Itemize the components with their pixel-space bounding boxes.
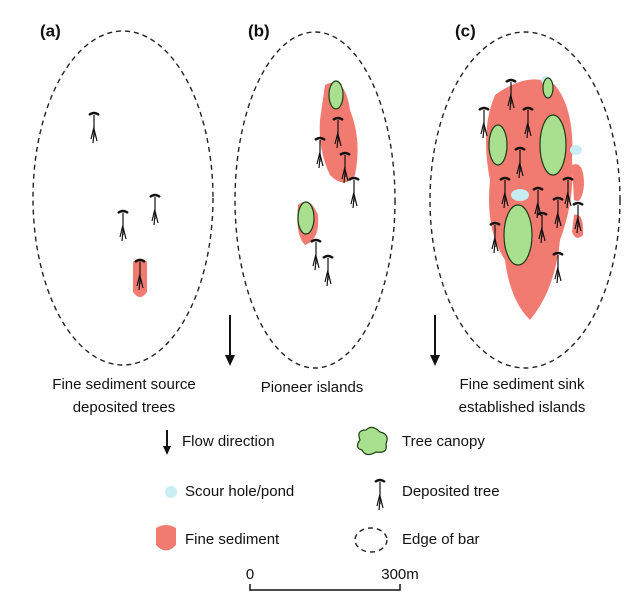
scale-label: 0	[246, 566, 254, 583]
legend-tree	[373, 478, 387, 512]
legend-label: Edge of bar	[402, 531, 480, 548]
deposited-tree	[116, 209, 130, 243]
deposited-tree	[87, 111, 101, 145]
legend-canopy	[356, 426, 388, 456]
scour-hole	[511, 189, 529, 201]
legend-label: Flow direction	[182, 433, 275, 450]
scale-bar	[249, 584, 401, 591]
deposited-tree	[347, 176, 361, 210]
legend-scour	[165, 486, 177, 498]
legend-label: Fine sediment	[185, 531, 280, 548]
bar-edge	[234, 31, 396, 369]
scale-label: 300m	[381, 566, 419, 583]
caption: established islands	[459, 399, 586, 416]
caption: Fine sediment sink	[459, 376, 585, 393]
fine-sediment	[319, 82, 358, 183]
bar-edge	[429, 31, 621, 369]
deposited-tree	[309, 238, 323, 272]
legend-sediment	[156, 525, 176, 551]
flow-arrow-head	[430, 355, 440, 366]
legend-label: Deposited tree	[402, 483, 500, 500]
legend-label: Scour hole/pond	[185, 483, 294, 500]
fine-sediment	[486, 79, 573, 320]
tree-canopy	[503, 204, 533, 266]
tree-canopy	[488, 124, 508, 166]
fine-sediment	[572, 164, 584, 201]
caption: Pioneer islands	[261, 379, 364, 396]
scour-hole	[570, 145, 582, 155]
tree-canopy	[297, 201, 315, 235]
legend-arrow-head	[163, 446, 171, 455]
tree-canopy	[328, 80, 344, 110]
panel-label: (a)	[40, 21, 61, 40]
legend-label: Tree canopy	[402, 433, 485, 450]
deposited-tree	[321, 254, 335, 288]
legend-edge	[354, 527, 388, 553]
caption: Fine sediment source	[52, 376, 195, 393]
panel-label: (c)	[455, 21, 476, 40]
tree-canopy	[539, 114, 567, 176]
deposited-tree	[148, 193, 162, 227]
caption: deposited trees	[73, 399, 176, 416]
flow-arrow-head	[225, 355, 235, 366]
bar-edge	[32, 30, 214, 366]
tree-canopy	[542, 77, 554, 99]
panel-label: (b)	[248, 21, 270, 40]
